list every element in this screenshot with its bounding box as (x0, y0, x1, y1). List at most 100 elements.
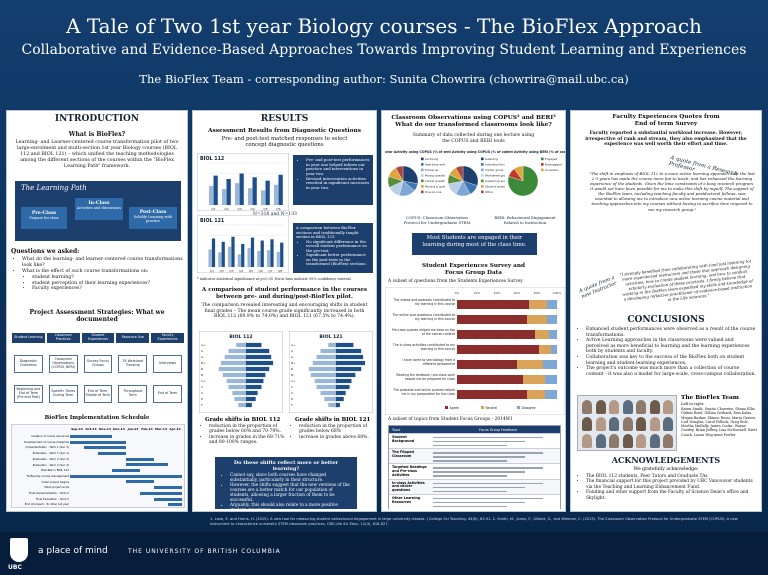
legend-swatch (421, 190, 424, 194)
tick-label: Q8 (278, 269, 282, 273)
strategies-diagram: Student Learning Classroom Practices Stude… (11, 333, 185, 411)
grades-body: The comparison revealed interesting and … (201, 303, 368, 320)
bar (328, 402, 336, 408)
ack-intro: We gratefully acknowledge: (633, 467, 699, 472)
legend-label: Other (485, 190, 494, 194)
survey-bar-segment (457, 390, 527, 399)
focus-topic: Student Background (392, 435, 415, 443)
legend-label: Uncertain (545, 168, 559, 172)
legend-swatch (517, 406, 520, 409)
strategy-timing: End of Term (153, 385, 182, 403)
team-member-silhouette (582, 434, 592, 448)
team-member-silhouette (649, 434, 660, 448)
copus-student-pie: Student Activity using COPUS (% of codes… (445, 150, 505, 197)
bar (270, 239, 274, 267)
team-member-silhouette (663, 400, 673, 414)
schedule-task-bar (154, 486, 182, 490)
legend-label: Clicker question (425, 179, 445, 183)
focus-col-feedback: Focus Group Feedback (479, 427, 518, 432)
survey-bar-segment (517, 360, 543, 369)
schedule-task-bar (84, 446, 126, 450)
tick-label: A+ (291, 343, 296, 347)
tick-label: A (201, 349, 204, 353)
bar (247, 248, 251, 267)
survey-bar-segment (549, 330, 557, 339)
legend-swatch (481, 157, 484, 161)
schedule-task-label: Final Evaluation - Term 2 (36, 496, 69, 501)
shift121-list: reduction in the proportion of grades be… (289, 424, 373, 440)
bar (324, 396, 336, 402)
team-member-silhouette (649, 417, 660, 431)
comparison-bullet: Significant better performance on the po… (306, 253, 370, 267)
focus-feedback-line (433, 456, 525, 458)
pie-slice (462, 165, 479, 186)
path-postclass-box: Post-Class Solidify Learning with practi… (129, 207, 177, 229)
schedule-month: Apr-14 (169, 427, 181, 431)
tick-label: Q2 (224, 207, 228, 211)
legend-swatch (421, 163, 424, 166)
bar (234, 183, 240, 205)
survey-bar-segment (545, 375, 557, 384)
bar (228, 384, 246, 390)
tick-label: B (291, 367, 293, 371)
bar (221, 241, 225, 267)
bar (336, 390, 346, 396)
bar (308, 366, 336, 372)
strategy-timing: End of Term, Middle of Term (83, 385, 113, 403)
team-member-silhouette (663, 434, 673, 448)
team-member-silhouette (663, 417, 673, 431)
bar (336, 342, 354, 348)
bar (227, 246, 232, 267)
tick-label: C- (201, 391, 204, 395)
bar (234, 396, 246, 402)
schedule-month: Sep-13 (71, 427, 83, 431)
team-member-silhouette (636, 400, 646, 414)
tick-label: C (291, 385, 293, 389)
focus-topic: Other Learning Resources (392, 495, 421, 504)
tick-label: B- (291, 373, 294, 377)
shift112-item: reduction in the proportion of grades be… (209, 424, 285, 435)
schedule-task-label: Development of course materials (24, 439, 69, 444)
tick-label: C+ (201, 379, 206, 383)
tick-label: C- (291, 391, 294, 395)
focus-topic: In-class Activities and clicker question… (392, 480, 425, 493)
bar (246, 366, 270, 372)
bar (252, 177, 257, 205)
legend-swatch (541, 163, 544, 166)
tick-label: F (201, 403, 203, 407)
tick-label: 40% (494, 291, 501, 295)
legend-swatch (421, 174, 424, 177)
path-postclass-label: Post-Class (139, 210, 167, 215)
path-inclass-sub: Activities and discussions (76, 206, 122, 210)
shifts-bullet: However, the shifts suggest that the new… (230, 482, 352, 502)
tick-label: Q6 (276, 207, 280, 211)
team-subheading: Left to right: (681, 402, 705, 406)
focus-feedback-line (433, 482, 543, 484)
bar (246, 354, 272, 360)
conclusions-heading: CONCLUSIONS (627, 315, 705, 325)
copus-instructor-pie: Instructor Activity using COPUS (% of co… (385, 150, 445, 197)
pie-slice (455, 165, 464, 182)
team-member-silhouette (582, 400, 592, 414)
path-preclass-sub: Prepare for class (29, 216, 59, 220)
ack-item: The financial support for this project p… (586, 479, 757, 490)
strategy-tool: Survey Focus Groups (83, 355, 113, 373)
legend-label: Real-time writing (425, 163, 445, 167)
conclusion-item: Collaboration was key to the success of … (586, 355, 757, 366)
bar (314, 378, 336, 384)
focus-table-row: Student Background (389, 433, 560, 449)
tick-label: Q2 (219, 269, 223, 273)
schedule-task-bar (140, 491, 182, 495)
survey-bar-segment (535, 330, 549, 339)
bar (246, 396, 256, 402)
survey-bar-segment (457, 300, 529, 309)
tick-label: Q5 (263, 207, 267, 211)
legend-label: Worksheet group (485, 174, 505, 178)
legend-swatch (481, 163, 484, 166)
schedule-month: Dec-13 (113, 427, 125, 431)
legend-swatch (481, 190, 484, 194)
bar (246, 372, 266, 378)
tick-label: D (291, 397, 294, 401)
tick-label: B (201, 367, 203, 371)
bar (265, 180, 270, 205)
